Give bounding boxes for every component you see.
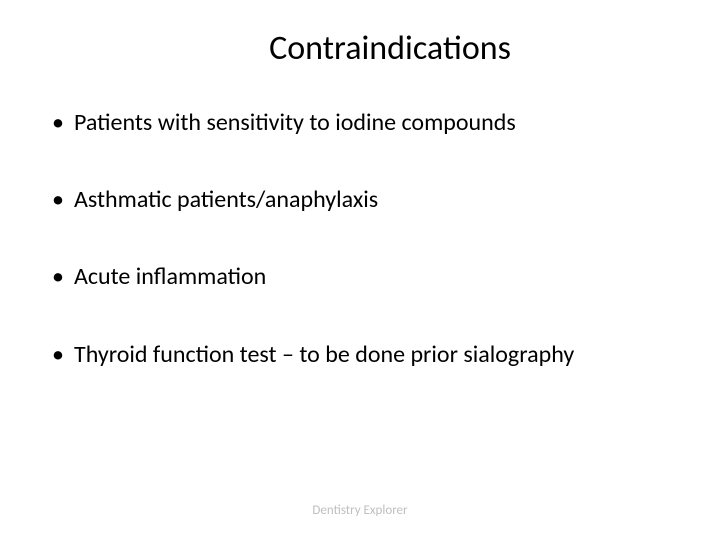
slide-title: Contraindications [40, 28, 680, 69]
bullet-list: Patients with sensitivity to iodine comp… [40, 107, 680, 370]
list-item: Thyroid function test – to be done prior… [48, 339, 680, 370]
list-item: Asthmatic patients/anaphylaxis [48, 184, 680, 215]
list-item: Patients with sensitivity to iodine comp… [48, 107, 680, 138]
list-item: Acute inflammation [48, 261, 680, 292]
slide-container: Contraindications Patients with sensitiv… [0, 0, 720, 540]
slide-footer: Dentistry Explorer [0, 503, 720, 518]
